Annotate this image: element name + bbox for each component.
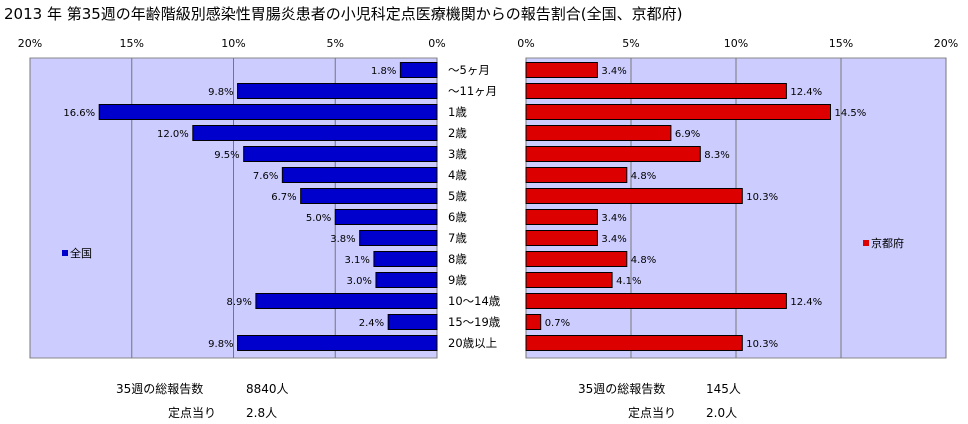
right-axis-tick-label: 0% [517,37,534,50]
left-legend-swatch [62,250,68,256]
left-bar [387,314,438,330]
right-bar-value-label: 12.4% [790,297,822,308]
left-bar [300,188,438,204]
right-bar [525,62,598,78]
left-bar [237,83,438,99]
right-bar [525,335,743,351]
right-bar [525,314,542,330]
category-label: 7歳 [448,231,467,245]
footer-right-per-site-value: 2.0人 [706,406,738,420]
category-label: ～11ヶ月 [448,84,497,98]
left-bar-value-label: 6.7% [271,192,296,203]
left-bar [359,230,438,246]
category-label: 4歳 [448,168,467,182]
right-bar-value-label: 0.7% [545,318,570,329]
left-bar-value-label: 9.8% [208,339,233,350]
right-bar [525,125,672,141]
right-bar-value-label: 3.4% [601,213,626,224]
footer-left-total-value: 8840人 [246,382,289,396]
left-bar [243,146,438,162]
category-label: 9歳 [448,273,467,287]
right-bar-value-label: 6.9% [675,129,700,140]
right-bar-value-label: 4.8% [631,255,656,266]
left-bar-value-label: 7.6% [253,171,278,182]
footer-left-total-label: 35週の総報告数 [116,382,204,396]
left-bar-value-label: 1.8% [371,66,396,77]
right-bar [525,188,743,204]
left-bar-value-label: 8.9% [226,297,251,308]
footer-left-per-site-label: 定点当り [168,406,217,420]
right-bar [525,104,831,120]
left-bar-value-label: 3.8% [330,234,355,245]
footer-left-per-site-value: 2.8人 [246,406,278,420]
left-axis-tick-label: 0% [428,37,445,50]
left-axis-tick-label: 5% [327,37,344,50]
right-bar [525,83,787,99]
left-axis-tick-label: 20% [18,37,42,50]
right-bar [525,251,628,267]
left-bar [334,209,438,225]
right-bar [525,293,787,309]
category-label: 3歳 [448,147,467,161]
right-legend-label: 京都府 [871,236,904,250]
left-bar [399,62,438,78]
category-label: 5歳 [448,189,467,203]
right-legend-swatch [863,240,869,246]
category-label: 8歳 [448,252,467,266]
left-axis-tick-label: 10% [221,37,245,50]
left-bar-value-label: 5.0% [306,213,331,224]
left-bar [255,293,438,309]
left-bar-value-label: 12.0% [157,129,189,140]
left-bar-value-label: 9.8% [208,87,233,98]
right-axis-tick-label: 10% [724,37,748,50]
left-bar [237,335,438,351]
left-bar-value-label: 2.4% [359,318,384,329]
left-bar [192,125,438,141]
right-bar [525,146,701,162]
left-bar [281,167,438,183]
left-bar [375,272,438,288]
right-bar-value-label: 3.4% [601,234,626,245]
left-bar-value-label: 16.6% [63,108,95,119]
chart-title: 2013 年 第35週の年齢階級別感染性胃腸炎患者の小児科定点医療機関からの報告… [4,5,683,23]
category-label: ～5ヶ月 [448,63,490,77]
footer-right-total-value: 145人 [706,382,741,396]
right-bar-value-label: 3.4% [601,66,626,77]
category-label: 6歳 [448,210,467,224]
category-label: 1歳 [448,105,467,119]
right-bar-value-label: 8.3% [704,150,729,161]
right-axis-tick-label: 20% [934,37,958,50]
right-bar-value-label: 4.1% [616,276,641,287]
category-label: 15～19歳 [448,315,501,329]
right-bar [525,230,598,246]
left-bar [373,251,438,267]
left-bar-value-label: 9.5% [214,150,239,161]
left-axis-tick-label: 15% [120,37,144,50]
left-legend-label: 全国 [70,246,92,260]
right-bar-value-label: 4.8% [631,171,656,182]
right-axis-tick-label: 5% [622,37,639,50]
category-label: 2歳 [448,126,467,140]
right-bar [525,167,628,183]
right-bar [525,272,613,288]
right-bar-value-label: 14.5% [835,108,867,119]
left-bar [98,104,438,120]
left-bar-value-label: 3.0% [347,276,372,287]
footer-right-per-site-label: 定点当り [628,406,677,420]
right-bar [525,209,598,225]
right-bar-value-label: 10.3% [746,339,778,350]
right-axis-tick-label: 15% [829,37,853,50]
right-bar-value-label: 10.3% [746,192,778,203]
left-bar-value-label: 3.1% [345,255,370,266]
category-label: 20歳以上 [448,336,497,350]
category-label: 10～14歳 [448,294,501,308]
right-bar-value-label: 12.4% [790,87,822,98]
footer-right-total-label: 35週の総報告数 [578,382,666,396]
